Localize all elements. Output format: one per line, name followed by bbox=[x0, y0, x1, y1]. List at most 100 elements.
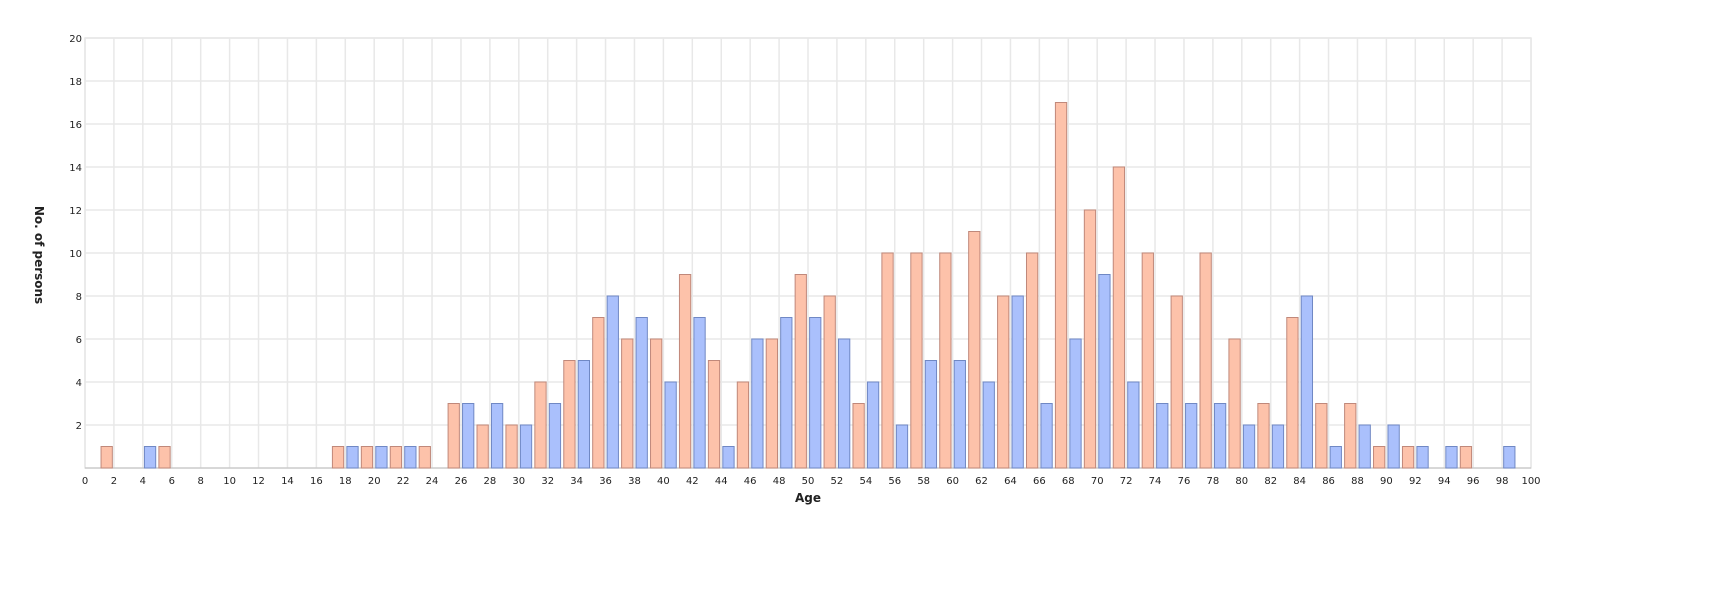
grid-lines bbox=[84, 37, 1532, 469]
bar-age-19 bbox=[360, 446, 374, 469]
bar-age-39 bbox=[650, 338, 663, 469]
x-tick-label: 56 bbox=[888, 476, 901, 487]
bar-age-30 bbox=[519, 424, 533, 469]
x-tick-labels: 0 2 4 6 8 10 12 14 16 18 20 22 24 26 28 30 32 34 36 38 40 42 4… bbox=[82, 476, 1541, 487]
x-tick-label: 60 bbox=[946, 476, 959, 487]
x-tick-label: 84 bbox=[1293, 476, 1306, 487]
bar-age-74 bbox=[1156, 403, 1169, 469]
bar-age-98 bbox=[1503, 446, 1516, 469]
bar-age-22 bbox=[404, 446, 417, 469]
bar-age-81 bbox=[1257, 403, 1270, 469]
bar-age-56 bbox=[895, 424, 909, 469]
bar-age-83 bbox=[1286, 317, 1299, 469]
bar-age-73 bbox=[1141, 252, 1154, 469]
bar-age-59 bbox=[939, 252, 952, 469]
bar-age-92 bbox=[1416, 446, 1429, 469]
bar-age-18 bbox=[346, 446, 359, 469]
bar-age-20 bbox=[375, 446, 388, 469]
bars bbox=[100, 102, 1516, 469]
bar-age-61 bbox=[968, 231, 981, 469]
y-axis-label: No. of persons bbox=[32, 206, 46, 304]
x-tick-label: 10 bbox=[223, 476, 236, 487]
x-tick-label: 24 bbox=[426, 476, 439, 487]
y-tick-label: 14 bbox=[69, 163, 82, 174]
x-tick-label: 76 bbox=[1178, 476, 1191, 487]
x-tick-label: 90 bbox=[1380, 476, 1393, 487]
x-tick-label: 62 bbox=[975, 476, 988, 487]
bar-age-88 bbox=[1358, 424, 1371, 469]
bar-age-71 bbox=[1112, 166, 1126, 469]
bar-age-50 bbox=[809, 317, 822, 469]
bar-age-91 bbox=[1401, 446, 1415, 469]
bar-age-85 bbox=[1315, 403, 1328, 469]
x-tick-label: 22 bbox=[397, 476, 410, 487]
bar-age-45 bbox=[736, 381, 750, 469]
bar-age-32 bbox=[548, 403, 562, 469]
bar-age-60 bbox=[953, 360, 966, 469]
x-tick-label: 80 bbox=[1235, 476, 1248, 487]
x-tick-label: 96 bbox=[1467, 476, 1480, 487]
bar-age-33 bbox=[563, 360, 576, 469]
bar-age-47 bbox=[765, 338, 778, 469]
bar-age-37 bbox=[621, 338, 634, 469]
bar-age-1 bbox=[100, 446, 113, 469]
x-tick-label: 78 bbox=[1207, 476, 1220, 487]
bar-age-54 bbox=[866, 381, 880, 469]
bar-age-53 bbox=[852, 403, 865, 469]
y-tick-label: 12 bbox=[69, 206, 82, 217]
y-tick-label: 2 bbox=[76, 421, 82, 432]
x-tick-label: 0 bbox=[82, 476, 88, 487]
bar-age-89 bbox=[1373, 446, 1386, 469]
bar-age-49 bbox=[794, 274, 807, 469]
bar-age-86 bbox=[1329, 446, 1342, 469]
x-tick-label: 32 bbox=[541, 476, 554, 487]
bar-age-90 bbox=[1387, 424, 1400, 469]
bar-age-63 bbox=[997, 295, 1010, 469]
y-tick-label: 16 bbox=[69, 120, 82, 131]
bar-age-70 bbox=[1098, 274, 1111, 469]
bar-age-17 bbox=[331, 446, 345, 469]
x-tick-label: 98 bbox=[1496, 476, 1509, 487]
bar-age-87 bbox=[1344, 403, 1357, 469]
bar-age-29 bbox=[505, 424, 518, 469]
bar-age-76 bbox=[1185, 403, 1198, 469]
bar-age-31 bbox=[534, 381, 547, 469]
x-tick-label: 40 bbox=[657, 476, 670, 487]
bar-age-58 bbox=[924, 360, 938, 469]
x-tick-label: 20 bbox=[368, 476, 381, 487]
bar-age-80 bbox=[1242, 424, 1256, 469]
bar-age-34 bbox=[577, 360, 591, 469]
bar-age-65 bbox=[1025, 252, 1039, 469]
x-tick-label: 88 bbox=[1351, 476, 1364, 487]
x-tick-label: 58 bbox=[917, 476, 930, 487]
bar-age-78 bbox=[1213, 403, 1227, 469]
bar-age-68 bbox=[1069, 338, 1082, 469]
bar-age-41 bbox=[678, 274, 692, 469]
x-tick-label: 4 bbox=[140, 476, 146, 487]
bar-age-44 bbox=[722, 446, 735, 469]
x-tick-label: 54 bbox=[859, 476, 872, 487]
x-tick-label: 26 bbox=[455, 476, 468, 487]
x-tick-label: 72 bbox=[1120, 476, 1133, 487]
bar-age-26 bbox=[462, 403, 475, 469]
x-tick-label: 64 bbox=[1004, 476, 1017, 487]
x-tick-label: 42 bbox=[686, 476, 699, 487]
bar-age-35 bbox=[592, 317, 605, 469]
bar-age-52 bbox=[838, 338, 851, 469]
x-tick-label: 82 bbox=[1264, 476, 1277, 487]
x-tick-label: 52 bbox=[831, 476, 844, 487]
x-tick-label: 8 bbox=[197, 476, 203, 487]
x-axis-label: Age bbox=[795, 491, 821, 505]
bar-age-48 bbox=[780, 317, 793, 469]
x-tick-label: 18 bbox=[339, 476, 352, 487]
y-tick-label: 20 bbox=[69, 34, 82, 45]
bar-age-40 bbox=[664, 381, 677, 469]
bar-age-28 bbox=[490, 403, 504, 469]
bar-age-42 bbox=[693, 317, 706, 469]
x-tick-label: 28 bbox=[484, 476, 497, 487]
bar-age-79 bbox=[1228, 338, 1241, 469]
x-tick-label: 34 bbox=[570, 476, 583, 487]
x-tick-label: 36 bbox=[599, 476, 612, 487]
bar-age-67 bbox=[1054, 102, 1068, 469]
x-tick-label: 6 bbox=[169, 476, 175, 487]
